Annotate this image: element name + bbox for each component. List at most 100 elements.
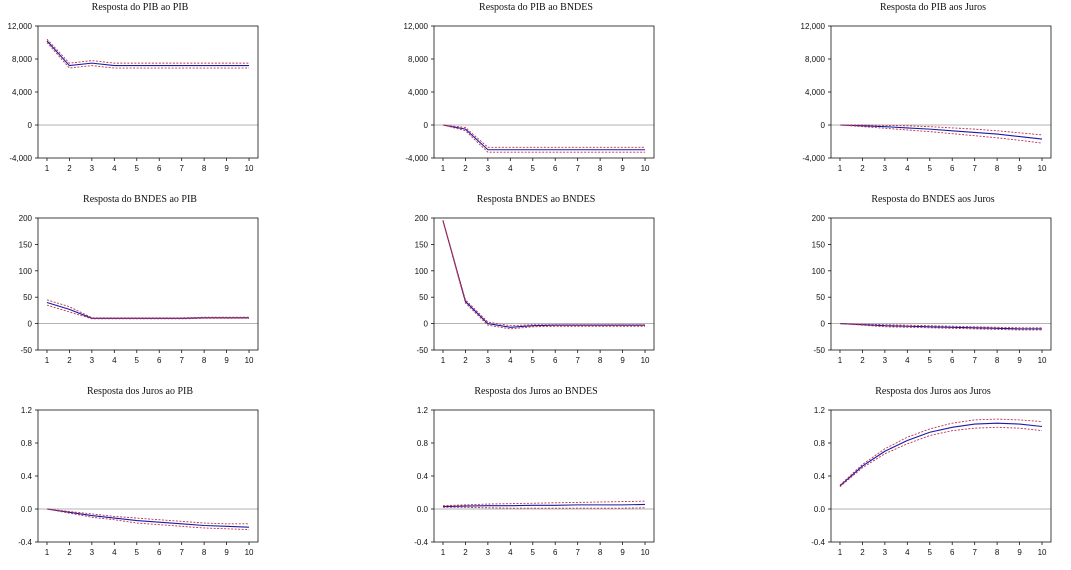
upper-band-line [46, 38, 250, 64]
y-tick-label: 0 [28, 121, 33, 130]
x-tick-label: 2 [67, 356, 72, 365]
x-tick-label: 9 [224, 164, 229, 173]
y-tick-label: 200 [415, 214, 429, 223]
x-tick-label: 6 [157, 548, 162, 557]
upper-band-line [442, 219, 646, 327]
x-tick-label: 6 [553, 548, 558, 557]
y-tick-label: -50 [416, 346, 428, 355]
x-tick-label: 5 [531, 164, 536, 173]
x-tick-label: 4 [905, 548, 910, 557]
plot-frame [37, 409, 259, 543]
x-tick-label: 9 [620, 164, 625, 173]
irf-chart-svg: 12,000 8,000 4,000 0 -4,000 1 2 3 4 5 6 7 8 9 10 [801, 22, 1052, 173]
x-tick-label: 1 [838, 548, 843, 557]
y-tick-label: -4,000 [802, 154, 825, 163]
x-tick-label: 5 [135, 548, 140, 557]
irf-panel: Resposta do BNDES aos Juros 200 150 100 50 0 -… [793, 192, 1071, 378]
y-tick-label: 1.2 [417, 406, 429, 415]
irf-chart-svg: 12,000 8,000 4,000 0 -4,000 1 2 3 4 5 6 7 8 9 10 [8, 22, 259, 173]
plot-frame [830, 25, 1052, 159]
y-tick-label: -4,000 [405, 154, 428, 163]
upper-band-line [442, 500, 646, 507]
x-tick-label: 3 [883, 548, 888, 557]
x-tick-label: 3 [90, 548, 95, 557]
y-tick-label: 4,000 [805, 88, 826, 97]
panel-title: Resposta do BNDES aos Juros [871, 194, 995, 205]
plot-frame [433, 25, 655, 159]
x-tick-label: 2 [463, 548, 468, 557]
x-tick-label: 10 [245, 356, 254, 365]
lower-band-line [839, 124, 1043, 144]
x-tick-label: 6 [553, 356, 558, 365]
upper-band-line [839, 124, 1043, 136]
x-tick-label: 4 [905, 164, 910, 173]
y-tick-label: 200 [19, 214, 33, 223]
irf-chart-svg: 1.2 0.8 0.4 0.0 -0.4 1 2 3 4 5 6 7 8 9 10 [811, 406, 1052, 557]
response-line [442, 503, 646, 508]
upper-band-line [46, 299, 250, 319]
irf-chart-svg: 1.2 0.8 0.4 0.0 -0.4 1 2 3 4 5 6 7 8 9 10 [414, 406, 655, 557]
y-tick-label: 12,000 [404, 22, 429, 31]
x-tick-label: 1 [441, 356, 446, 365]
y-tick-label: 0.8 [814, 439, 826, 448]
y-tick-label: 150 [415, 240, 429, 249]
x-tick-label: 6 [553, 164, 558, 173]
x-tick-label: 6 [950, 164, 955, 173]
y-tick-label: 0.4 [417, 472, 429, 481]
x-tick-label: 10 [1038, 548, 1047, 557]
plot-frame [37, 217, 259, 351]
x-tick-label: 8 [598, 164, 603, 173]
x-tick-label: 5 [928, 548, 933, 557]
y-tick-label: 100 [19, 267, 33, 276]
plot-frame [433, 217, 655, 351]
x-tick-label: 3 [90, 164, 95, 173]
response-line [839, 323, 1043, 330]
x-tick-label: 7 [972, 164, 977, 173]
irf-chart-svg: 200 150 100 50 0 -50 1 2 3 4 5 6 7 8 9 10 [19, 214, 259, 365]
x-tick-label: 9 [620, 548, 625, 557]
x-tick-label: 5 [531, 548, 536, 557]
x-tick-label: 1 [45, 356, 50, 365]
y-tick-label: 0.4 [21, 472, 33, 481]
x-tick-label: 9 [620, 356, 625, 365]
x-tick-label: 8 [202, 356, 207, 365]
x-tick-label: 7 [575, 548, 580, 557]
x-tick-label: 2 [463, 164, 468, 173]
response-line [839, 124, 1043, 140]
y-tick-label: 4,000 [12, 88, 33, 97]
panel-title: Resposta BNDES ao BNDES [476, 194, 596, 205]
lower-band-line [839, 323, 1043, 331]
x-tick-label: 1 [45, 548, 50, 557]
y-tick-label: -0.4 [811, 538, 825, 547]
x-tick-label: 4 [905, 356, 910, 365]
x-tick-label: 9 [224, 356, 229, 365]
x-tick-label: 9 [1017, 548, 1022, 557]
x-tick-label: 7 [179, 164, 184, 173]
x-tick-label: 8 [995, 548, 1000, 557]
y-tick-label: 1.2 [21, 406, 33, 415]
response-line [46, 40, 250, 67]
y-tick-label: 100 [415, 267, 429, 276]
x-tick-label: 2 [860, 548, 865, 557]
y-tick-label: 50 [816, 293, 825, 302]
plot-frame [37, 25, 259, 159]
x-tick-label: 10 [1038, 164, 1047, 173]
panel-title: Resposta do PIB ao PIB [91, 2, 189, 13]
x-tick-label: 7 [575, 164, 580, 173]
lower-band-line [442, 506, 646, 509]
irf-panel: Resposta BNDES ao BNDES 200 150 100 50 0 -50 1 2… [396, 192, 676, 378]
x-tick-label: 2 [860, 356, 865, 365]
y-tick-label: 0.0 [417, 505, 429, 514]
y-tick-label: 1.2 [814, 406, 826, 415]
x-tick-label: 3 [486, 164, 491, 173]
x-tick-label: 10 [245, 164, 254, 173]
x-tick-label: 8 [995, 356, 1000, 365]
upper-band-line [442, 124, 646, 148]
x-tick-label: 5 [928, 164, 933, 173]
lower-band-line [442, 124, 646, 153]
irf-panel: Resposta dos Juros ao PIB 1.2 0.8 0.4 0.0 -0.… [0, 384, 280, 570]
irf-chart-svg: 1.2 0.8 0.4 0.0 -0.4 1 2 3 4 5 6 7 8 9 10 [18, 406, 259, 557]
plot-frame [433, 409, 655, 543]
panel-title: Resposta do PIB ao BNDES [479, 2, 593, 13]
